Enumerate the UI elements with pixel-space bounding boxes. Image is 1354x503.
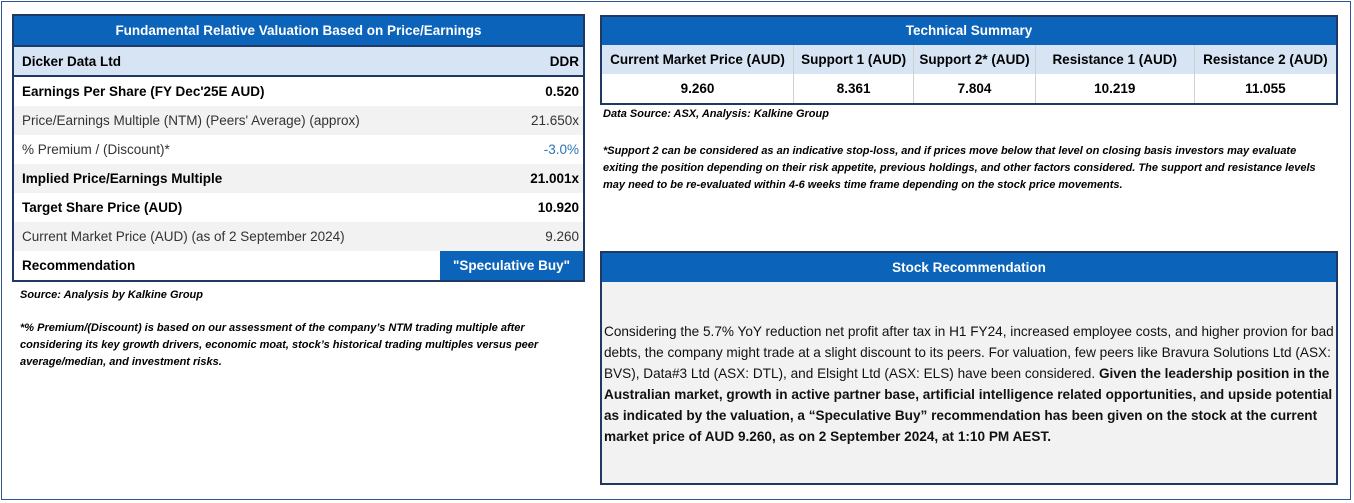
tech-value-resistance1: 10.219 [1035,74,1194,103]
tech-value-resistance2: 11.055 [1194,74,1336,103]
recommendation-badge: "Speculative Buy" [440,251,583,280]
company-row: Dicker Data Ltd DDR [14,45,583,77]
implied-pe-value: 21.001x [530,171,579,186]
valuation-title: Fundamental Relative Valuation Based on … [14,16,583,45]
eps-row: Earnings Per Share (FY Dec'25E AUD) 0.52… [14,77,583,106]
recommendation-label: Recommendation [22,258,136,273]
tech-value-support2: 7.804 [914,74,1035,103]
premium-label: % Premium / (Discount)* [22,142,170,157]
pe-multiple-value: 21.650x [530,113,579,128]
stock-recommendation-box: Stock Recommendation Considering the 5.7… [600,251,1338,485]
tech-header-resistance2: Resistance 2 (AUD) [1194,45,1336,74]
technical-source: Data Source: ASX, Analysis: Kalkine Grou… [603,108,829,120]
eps-label: Earnings Per Share (FY Dec'25E AUD) [22,84,265,99]
tech-value-cmp: 9.260 [602,74,793,103]
company-name: Dicker Data Ltd [22,53,122,69]
target-price-label: Target Share Price (AUD) [22,200,183,215]
recommendation-conclusion: Given the leadership position in the Aus… [604,366,1333,444]
tech-col-support1: Support 1 (AUD) 8.361 [793,45,915,103]
support-footnote: *Support 2 can be considered as an indic… [603,145,1316,191]
current-price-label: Current Market Price (AUD) (as of 2 Sept… [22,229,345,244]
valuation-source: Source: Analysis by Kalkine Group [20,289,203,301]
tech-header-support1: Support 1 (AUD) [793,45,914,74]
pe-multiple-row: Price/Earnings Multiple (NTM) (Peers' Av… [14,106,583,135]
technical-title: Technical Summary [602,17,1336,45]
pe-multiple-label: Price/Earnings Multiple (NTM) (Peers' Av… [22,113,360,128]
company-ticker: DDR [549,53,579,69]
implied-pe-label: Implied Price/Earnings Multiple [22,171,223,186]
recommendation-row: Recommendation "Speculative Buy" [14,251,583,280]
tech-col-resistance2: Resistance 2 (AUD) 11.055 [1194,45,1336,103]
stock-recommendation-text: Considering the 5.7% YoY reduction net p… [604,321,1336,447]
premium-row: % Premium / (Discount)* -3.0% [14,135,583,164]
tech-col-support2: Support 2* (AUD) 7.804 [914,45,1036,103]
tech-col-resistance1: Resistance 1 (AUD) 10.219 [1035,45,1195,103]
technical-grid: Current Market Price (AUD) 9.260 Support… [602,45,1336,103]
tech-header-cmp: Current Market Price (AUD) [602,45,793,74]
eps-value: 0.520 [545,84,579,99]
premium-footnote: *% Premium/(Discount) is based on our as… [20,322,539,368]
tech-col-cmp: Current Market Price (AUD) 9.260 [602,45,794,103]
implied-pe-row: Implied Price/Earnings Multiple 21.001x [14,164,583,193]
valuation-table: Fundamental Relative Valuation Based on … [12,14,585,282]
tech-value-support1: 8.361 [793,74,914,103]
premium-value: -3.0% [543,142,579,157]
current-price-row: Current Market Price (AUD) (as of 2 Sept… [14,222,583,251]
tech-header-resistance1: Resistance 1 (AUD) [1035,45,1194,74]
stock-recommendation-title: Stock Recommendation [602,253,1336,282]
target-price-row: Target Share Price (AUD) 10.920 [14,193,583,222]
tech-header-support2: Support 2* (AUD) [914,45,1035,74]
current-price-value: 9.260 [545,229,579,244]
target-price-value: 10.920 [537,200,579,215]
recommendation-rationale: Considering the 5.7% YoY reduction net p… [604,324,1334,381]
technical-summary-table: Technical Summary Current Market Price (… [600,15,1338,105]
